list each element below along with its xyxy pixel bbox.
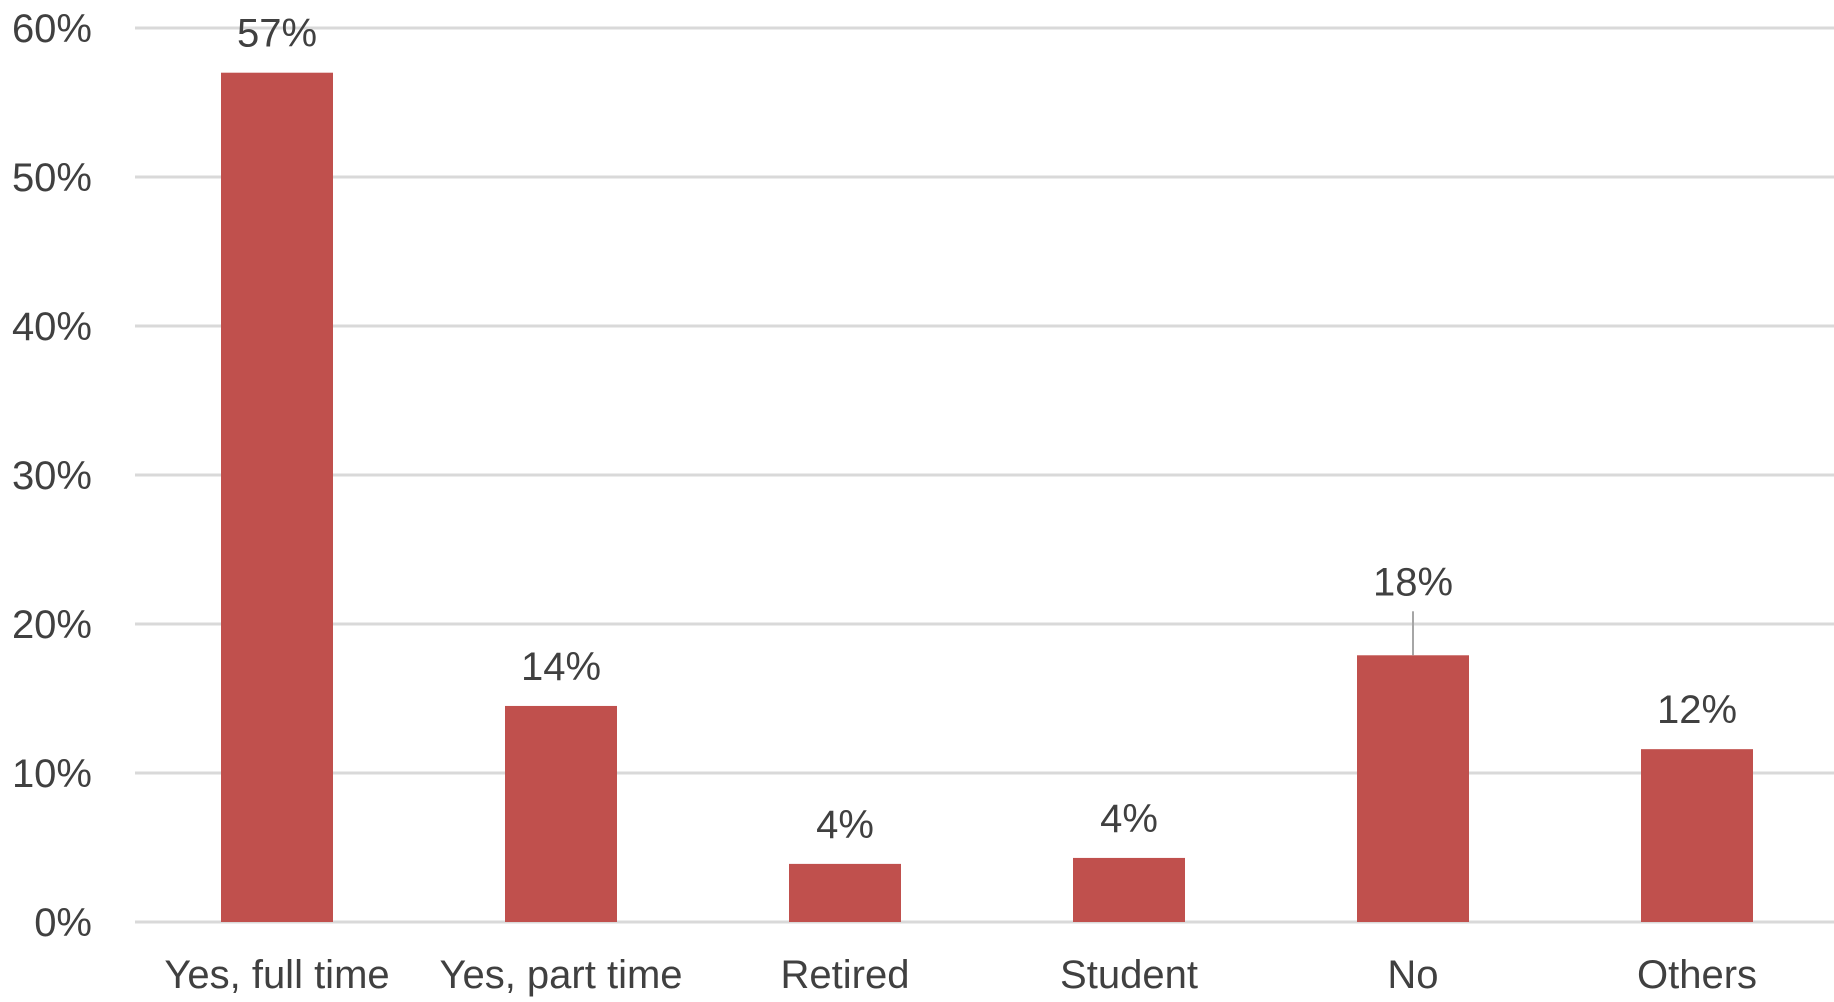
x-axis-category-labels: Yes, full time Yes, part time Retired Stude… — [164, 953, 1757, 997]
y-tick-label: 0% — [34, 901, 92, 945]
data-label: 4% — [816, 803, 874, 847]
y-axis-tick-labels: 0% 10% 20% 30% 40% 50% 60% — [12, 7, 92, 945]
data-label: 14% — [521, 645, 601, 689]
bars — [221, 72, 1753, 922]
y-tick-label: 20% — [12, 603, 92, 647]
y-tick-label: 30% — [12, 454, 92, 498]
data-label: 18% — [1373, 560, 1453, 604]
x-category-label: Yes, part time — [439, 953, 682, 997]
bar-student — [1073, 857, 1185, 922]
y-tick-label: 60% — [12, 7, 92, 51]
data-label: 4% — [1100, 797, 1158, 841]
bar-yes-full-time — [221, 72, 333, 922]
bar-others — [1641, 749, 1753, 922]
x-category-label: Others — [1637, 953, 1757, 997]
bar-yes-part-time — [505, 705, 617, 922]
gridlines — [135, 26, 1834, 924]
x-category-label: Student — [1060, 953, 1198, 997]
x-category-label: Yes, full time — [164, 953, 389, 997]
y-tick-label: 40% — [12, 305, 92, 349]
y-tick-label: 50% — [12, 156, 92, 200]
bar-no — [1357, 655, 1469, 922]
bar-retired — [789, 863, 901, 922]
data-labels: 57% 14% 4% 4% 18% 12% — [237, 12, 1737, 847]
y-tick-label: 10% — [12, 752, 92, 796]
data-label: 12% — [1657, 688, 1737, 732]
x-category-label: Retired — [781, 953, 910, 997]
data-label: 57% — [237, 12, 317, 56]
x-category-label: No — [1387, 953, 1438, 997]
